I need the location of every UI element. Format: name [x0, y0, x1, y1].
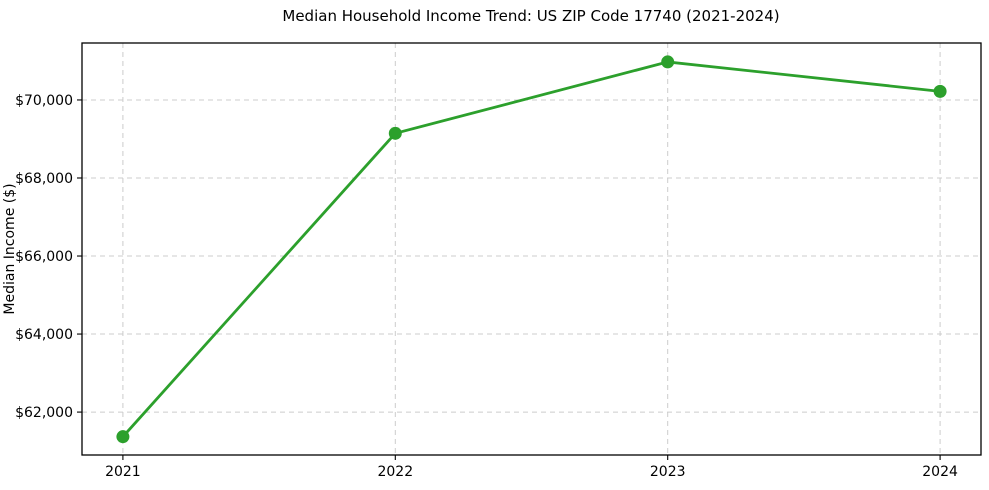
plot-border — [81, 42, 982, 456]
data-point — [116, 430, 130, 444]
x-tick-label: 2024 — [922, 464, 958, 480]
data-point — [388, 126, 402, 140]
chart-title: Median Household Income Trend: US ZIP Co… — [282, 7, 779, 25]
y-tick-label: $64,000 — [15, 327, 73, 343]
x-tick-label: 2021 — [105, 464, 141, 480]
data-point — [933, 84, 947, 98]
x-tick-label: 2023 — [650, 464, 686, 480]
data-point — [661, 55, 675, 69]
y-tick-label: $68,000 — [15, 171, 73, 187]
y-tick-label: $66,000 — [15, 249, 73, 265]
plot-layer: $62,000 $64,000 $66,000 $68,000 $70,000 2021 2… — [15, 42, 982, 480]
x-tick-label: 2022 — [377, 464, 413, 480]
y-tick-label: $70,000 — [15, 93, 73, 109]
data-line — [121, 60, 942, 439]
y-tick-label: $62,000 — [15, 405, 73, 421]
y-axis-label: Median Income ($) — [2, 183, 18, 314]
